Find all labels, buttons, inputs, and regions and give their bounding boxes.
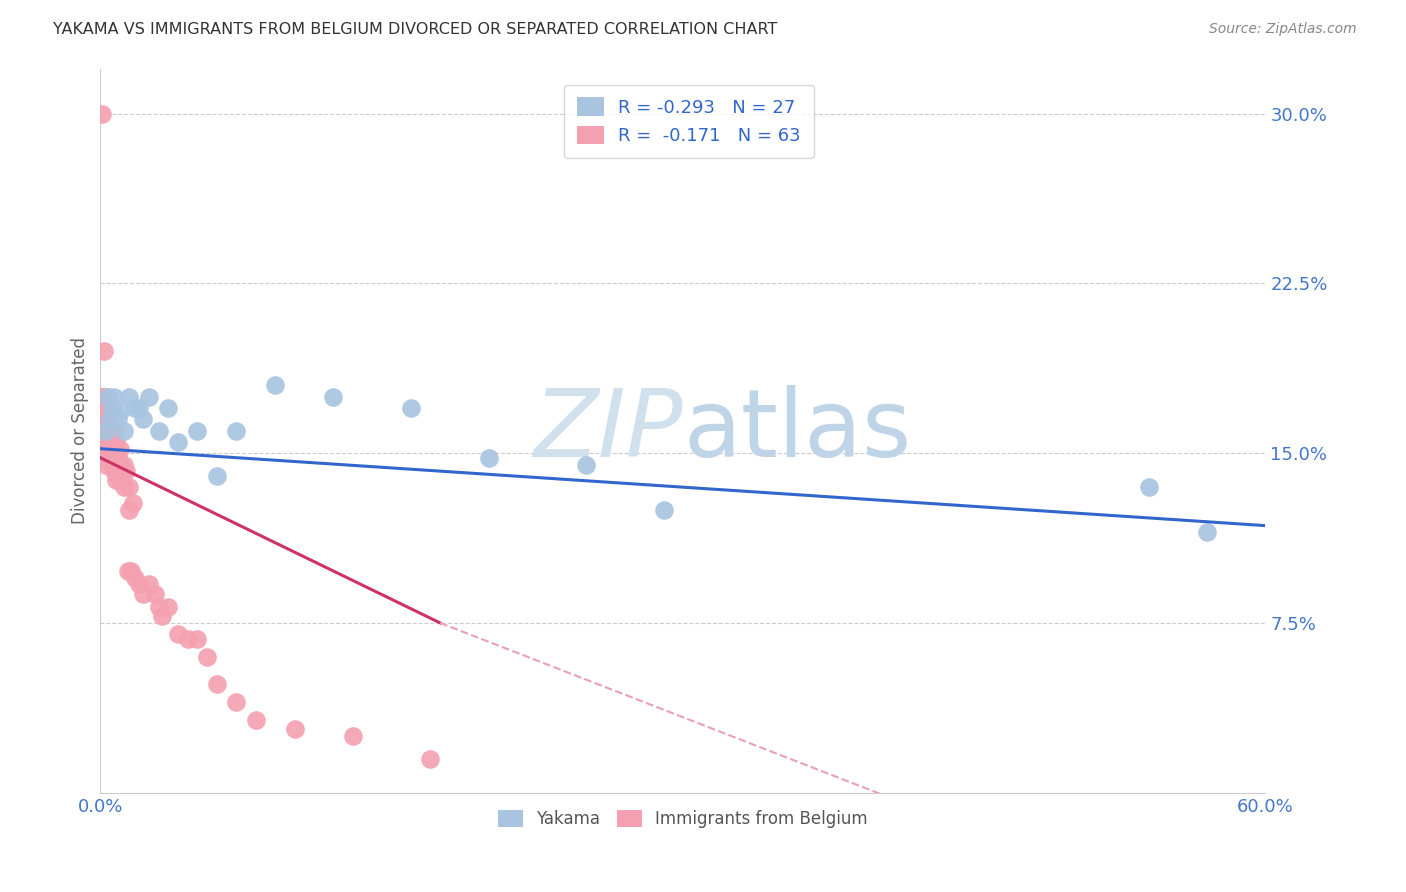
Legend: Yakama, Immigrants from Belgium: Yakama, Immigrants from Belgium xyxy=(491,804,875,835)
Point xyxy=(112,458,135,472)
Point xyxy=(167,627,190,641)
Point xyxy=(225,695,247,709)
Point xyxy=(98,428,121,442)
Point xyxy=(97,419,120,434)
Point xyxy=(128,577,150,591)
Point xyxy=(91,434,114,449)
Point xyxy=(132,412,155,426)
Point xyxy=(195,649,218,664)
Point xyxy=(225,424,247,438)
Point xyxy=(152,609,174,624)
Point xyxy=(186,424,208,438)
Point xyxy=(96,405,118,419)
Point xyxy=(419,752,441,766)
Point xyxy=(143,586,166,600)
Point xyxy=(205,677,228,691)
Point xyxy=(93,412,115,426)
Point xyxy=(112,424,135,438)
Point xyxy=(264,378,287,392)
Point xyxy=(117,564,139,578)
Point xyxy=(104,474,127,488)
Point xyxy=(132,586,155,600)
Point xyxy=(167,434,190,449)
Text: Source: ZipAtlas.com: Source: ZipAtlas.com xyxy=(1209,22,1357,37)
Point xyxy=(96,390,118,404)
Point xyxy=(111,464,134,478)
Point xyxy=(97,450,120,465)
Point xyxy=(120,564,142,578)
Point xyxy=(148,600,170,615)
Point xyxy=(205,468,228,483)
Point xyxy=(93,450,115,465)
Point xyxy=(103,424,125,438)
Point xyxy=(91,107,114,121)
Point xyxy=(97,390,120,404)
Point xyxy=(98,405,121,419)
Point xyxy=(138,390,160,404)
Point xyxy=(107,412,129,426)
Point xyxy=(101,458,124,472)
Point xyxy=(342,729,364,743)
Point xyxy=(108,458,131,472)
Point xyxy=(108,474,131,488)
Point xyxy=(96,424,118,438)
Point xyxy=(98,412,121,426)
Point xyxy=(128,401,150,415)
Point xyxy=(177,632,200,646)
Text: atlas: atlas xyxy=(683,384,911,476)
Point xyxy=(103,442,125,456)
Point xyxy=(112,480,135,494)
Point xyxy=(107,450,129,465)
Point xyxy=(122,496,145,510)
Point xyxy=(478,450,501,465)
Point xyxy=(108,442,131,456)
Point xyxy=(652,503,675,517)
Point xyxy=(124,401,146,415)
Point xyxy=(245,713,267,727)
Point xyxy=(118,503,141,517)
Point xyxy=(157,600,180,615)
Text: YAKAMA VS IMMIGRANTS FROM BELGIUM DIVORCED OR SEPARATED CORRELATION CHART: YAKAMA VS IMMIGRANTS FROM BELGIUM DIVORC… xyxy=(53,22,778,37)
Point xyxy=(96,458,118,472)
Point xyxy=(101,428,124,442)
Point xyxy=(283,723,305,737)
Point xyxy=(157,401,180,415)
Point xyxy=(91,390,114,404)
Point xyxy=(93,390,115,404)
Point xyxy=(97,390,120,404)
Point xyxy=(97,434,120,449)
Point xyxy=(322,390,344,404)
Point xyxy=(186,632,208,646)
Point xyxy=(118,390,141,404)
Y-axis label: Divorced or Separated: Divorced or Separated xyxy=(72,337,89,524)
Point xyxy=(96,428,118,442)
Point xyxy=(108,405,131,419)
Point xyxy=(138,577,160,591)
Point xyxy=(103,390,125,404)
Point xyxy=(104,450,127,465)
Point xyxy=(124,571,146,585)
Point xyxy=(1197,525,1219,540)
Point xyxy=(103,464,125,478)
Point xyxy=(114,464,136,478)
Point xyxy=(93,344,115,359)
Point xyxy=(96,442,118,456)
Point xyxy=(98,450,121,465)
Point xyxy=(101,442,124,456)
Point xyxy=(148,424,170,438)
Point xyxy=(91,450,114,465)
Point xyxy=(101,401,124,415)
Point xyxy=(104,434,127,449)
Point xyxy=(107,468,129,483)
Point xyxy=(93,434,115,449)
Point xyxy=(91,424,114,438)
Text: ZIP: ZIP xyxy=(533,385,683,476)
Point xyxy=(118,480,141,494)
Point xyxy=(575,458,598,472)
Point xyxy=(1137,480,1160,494)
Point xyxy=(399,401,422,415)
